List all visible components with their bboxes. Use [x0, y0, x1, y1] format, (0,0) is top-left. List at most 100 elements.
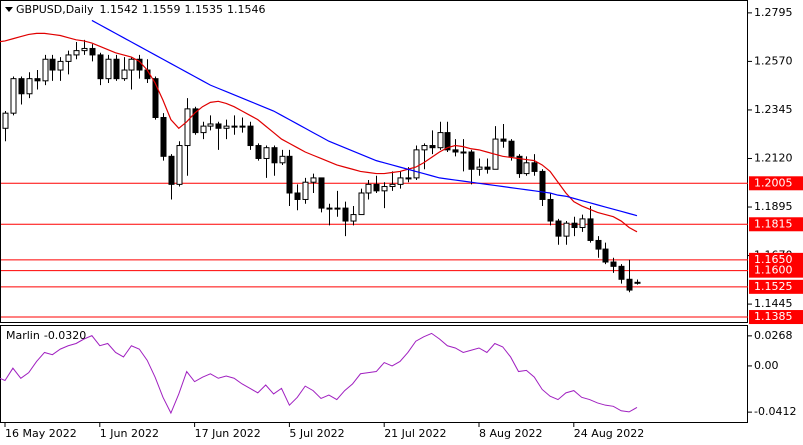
candle-body: [271, 147, 278, 164]
header-value: 1.1559: [142, 3, 181, 16]
candle-body: [523, 162, 530, 175]
header-value: 1.1546: [227, 3, 266, 16]
candle-body: [500, 138, 507, 142]
candle-body: [97, 54, 104, 80]
candle-body: [105, 58, 112, 80]
x-tick-label: 17 Jun 2022: [195, 427, 261, 440]
candle-body: [579, 218, 586, 229]
candle-body: [89, 47, 96, 56]
level-label: 1.1815: [754, 217, 793, 230]
candle-body: [334, 207, 341, 210]
candle-body: [516, 155, 523, 175]
candle-body: [318, 177, 325, 209]
candle-body: [73, 50, 80, 56]
price-panel: [0, 0, 748, 323]
candle-body: [595, 239, 602, 250]
y-tick-label: 1.1445: [754, 297, 793, 310]
level-label: 1.1385: [754, 310, 793, 323]
candle-body: [2, 112, 9, 129]
x-tick-label: 24 Aug 2022: [574, 427, 644, 440]
moving-average: [0, 32, 638, 233]
candle-body: [10, 78, 17, 114]
candle-body: [452, 149, 459, 153]
candle-body: [65, 54, 72, 62]
candle-body: [113, 58, 120, 80]
candle-body: [310, 177, 317, 183]
indicator-panel: [0, 325, 748, 423]
candle-body: [610, 261, 617, 267]
candle-body: [49, 58, 56, 71]
level-label-box: [749, 279, 803, 294]
candle-body: [350, 214, 357, 222]
candle-body: [18, 78, 25, 95]
candle-body: [571, 222, 578, 229]
candle-body: [200, 125, 207, 134]
y2-tick-label: 0.0268: [754, 329, 793, 342]
y-tick-label: 1.2345: [754, 103, 793, 116]
candle-body: [389, 183, 396, 188]
candle-body: [476, 166, 483, 170]
chart-header: GBPUSD,Daily 1.1542 1.1559 1.1535 1.1546: [16, 3, 266, 16]
candle-body: [602, 248, 609, 263]
y2-tick-label: -0.0412: [754, 405, 796, 418]
candle-body: [326, 207, 333, 210]
x-tick-label: 8 Aug 2022: [479, 427, 542, 440]
candle-body: [587, 218, 594, 241]
candle-body: [413, 149, 420, 179]
menu-triangle: [5, 7, 13, 12]
candle-body: [508, 140, 515, 157]
y2-tick-label: 0.00: [754, 359, 779, 372]
y-tick-label: 1.1895: [754, 200, 793, 213]
candle-body: [168, 155, 175, 185]
level-label-box: [749, 263, 803, 278]
candle-body: [160, 116, 167, 157]
candle-body: [634, 281, 641, 284]
header-value: 1.1535: [185, 3, 224, 16]
level-label-box: [749, 252, 803, 267]
candle-body: [373, 183, 380, 192]
candle-body: [294, 192, 301, 200]
candle-body: [381, 186, 388, 192]
candle-body: [539, 170, 546, 200]
level-label: 1.1525: [754, 280, 793, 293]
candle-body: [405, 177, 412, 180]
level-label-box: [749, 176, 803, 191]
candle-body: [34, 78, 41, 82]
candle-body: [207, 123, 214, 127]
candle-body: [531, 162, 538, 172]
candle-body: [223, 125, 230, 129]
candle-body: [231, 125, 238, 128]
candle-body: [42, 58, 49, 82]
candle-body: [302, 181, 309, 200]
candle-body: [484, 166, 491, 170]
candle-body: [128, 58, 135, 71]
candle-body: [263, 147, 270, 159]
symbol: GBPUSD,Daily: [16, 3, 94, 16]
indicator-header: Marlin -0.0320: [6, 329, 86, 342]
level-label-box: [749, 217, 803, 232]
candle-body: [255, 145, 262, 159]
candle-body: [358, 192, 365, 216]
candle-body: [555, 220, 562, 237]
x-tick-label: 1 Jun 2022: [100, 427, 159, 440]
candle-body: [239, 125, 246, 128]
indicator-value: -0.0320: [44, 329, 86, 342]
candle-body: [397, 177, 404, 185]
candle-body: [421, 145, 428, 151]
candle-body: [81, 47, 88, 52]
candle-body: [176, 145, 183, 185]
candle-body: [184, 108, 191, 147]
candle-body: [618, 265, 625, 280]
candle-body: [365, 183, 372, 194]
y-tick-label: 1.2120: [754, 151, 793, 164]
candle-body: [626, 278, 633, 291]
y-tick-label: 1.2570: [754, 54, 793, 67]
level-label-box: [749, 310, 803, 325]
y-tick-label: 1.2795: [754, 6, 793, 19]
indicator-name: Marlin: [6, 329, 40, 342]
candle-body: [437, 132, 444, 149]
x-tick-label: 16 May 2022: [5, 427, 77, 440]
candle-body: [444, 132, 451, 151]
candle-body: [121, 69, 128, 80]
